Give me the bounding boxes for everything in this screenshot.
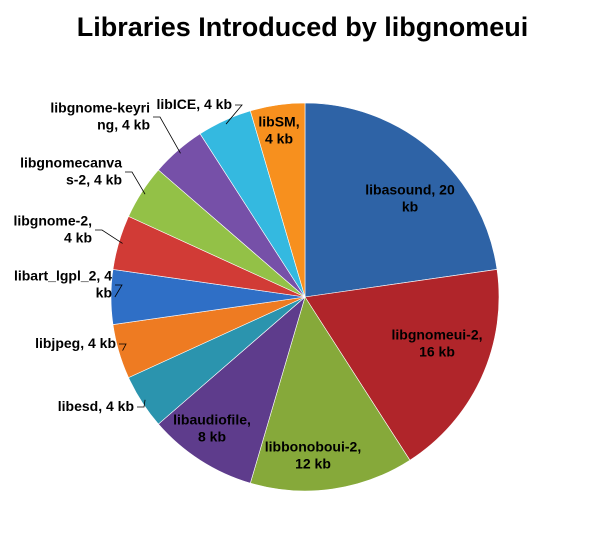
slice-label-libesd: libesd, 4 kb xyxy=(58,398,134,414)
slice-label-libsm: libSM, 4 kb xyxy=(258,114,299,147)
chart-title: Libraries Introduced by libgnomeui xyxy=(76,12,529,42)
slice-label-libbonoboui-2: libbonoboui-2, 12 kb xyxy=(265,439,361,472)
pie-slice-libaudiofile xyxy=(157,296,306,484)
leader-line xyxy=(119,343,127,351)
slice-label-libasound: libasound, 20 kb xyxy=(365,182,455,215)
leader-line xyxy=(114,284,123,298)
slice-label-libjpeg: libjpeg, 4 kb xyxy=(35,335,116,351)
leader-line xyxy=(137,399,146,408)
pie-slice-libgnomeui-2 xyxy=(304,269,500,461)
pie-slice-libbonoboui-2 xyxy=(249,296,411,492)
slice-label-libaudiofile: libaudiofile, 8 kb xyxy=(173,412,251,445)
leader-line xyxy=(225,104,243,125)
slice-label-libart-lgpl-2: libart_lgpl_2, 4 kb xyxy=(14,268,112,301)
slice-label-libgnomeui-2: libgnomeui-2, 16 kb xyxy=(392,327,483,360)
leader-line xyxy=(95,229,123,244)
slice-label-libice: libICE, 4 kb xyxy=(157,96,232,112)
pie-slice-libasound xyxy=(304,102,498,298)
leader-line xyxy=(125,171,146,195)
slice-label-libgnome-2: libgnome-2, 4 kb xyxy=(13,213,92,246)
pie-slice-libsm xyxy=(249,102,306,298)
slice-label-libgnome-keyring: libgnome-keyri ng, 4 kb xyxy=(50,100,150,133)
slice-label-libgnomecanvas-2: libgnomecanva s-2, 4 kb xyxy=(20,155,122,188)
leader-line xyxy=(153,116,181,154)
